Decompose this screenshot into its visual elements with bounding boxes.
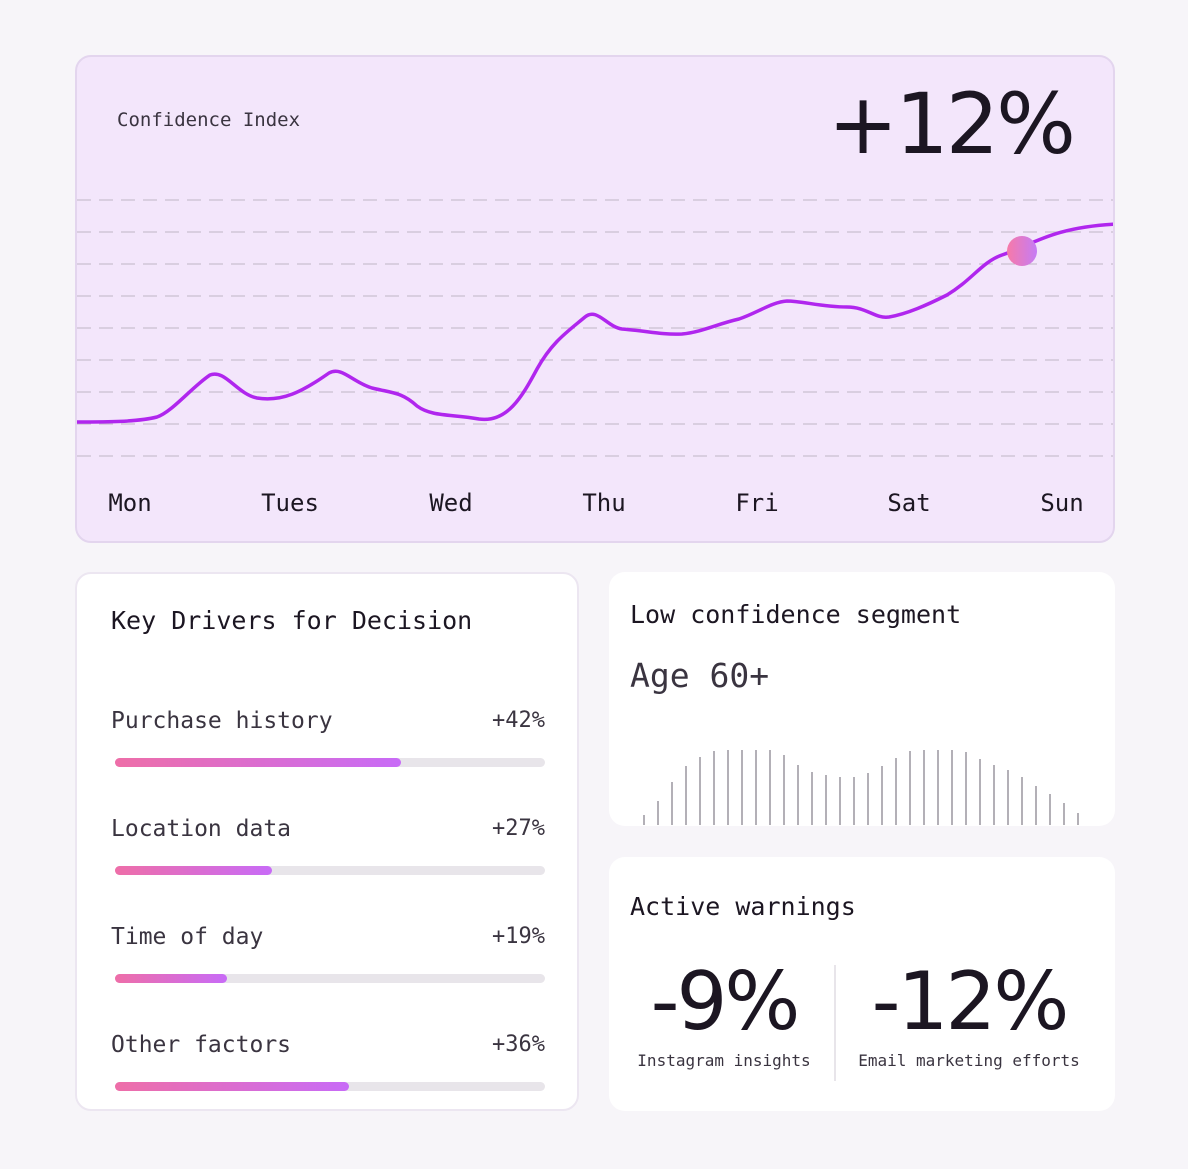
driver-progress-track (115, 866, 545, 875)
low-confidence-segment-card: Low confidence segment Age 60+ (609, 572, 1115, 826)
day-label: Tues (261, 489, 319, 517)
segment-value: Age 60+ (630, 656, 770, 695)
warning-metric-instagram: -9% Instagram insights (629, 955, 819, 1071)
warning-metric-value: -12% (871, 955, 1070, 1048)
day-label: Fri (735, 489, 779, 517)
confidence-line-chart (77, 199, 1113, 457)
segment-title: Low confidence segment (630, 600, 962, 629)
day-label: Thu (582, 489, 626, 517)
metric-divider (834, 965, 836, 1081)
day-label: Mon (108, 489, 152, 517)
day-label: Sat (887, 489, 931, 517)
driver-row-time-of-day: Time of day +19% (111, 924, 545, 994)
driver-value: +19% (492, 924, 545, 949)
driver-value: +42% (492, 708, 545, 733)
active-warnings-card: Active warnings -9% Instagram insights -… (609, 857, 1115, 1111)
key-drivers-card: Key Drivers for Decision Purchase histor… (75, 572, 579, 1111)
driver-value: +27% (492, 816, 545, 841)
driver-progress-fill (115, 974, 227, 983)
driver-progress-fill (115, 1082, 350, 1091)
driver-label: Purchase history (111, 708, 333, 734)
driver-value: +36% (492, 1032, 545, 1057)
driver-row-other-factors: Other factors +36% (111, 1032, 545, 1102)
day-label: Sun (1040, 489, 1084, 517)
driver-progress-track (115, 758, 545, 767)
confidence-change-value: +12% (827, 75, 1076, 173)
age-histogram (643, 750, 1079, 825)
confidence-index-title: Confidence Index (117, 109, 301, 131)
driver-label: Time of day (111, 924, 264, 950)
key-drivers-title: Key Drivers for Decision (111, 606, 473, 635)
driver-label: Other factors (111, 1032, 292, 1058)
driver-row-purchase-history: Purchase history +42% (111, 708, 545, 778)
warning-metric-email: -12% Email marketing efforts (849, 955, 1089, 1071)
driver-progress-track (115, 974, 545, 983)
driver-progress-track (115, 1082, 545, 1091)
driver-label: Location data (111, 816, 292, 842)
warning-metric-label: Email marketing efforts (858, 1051, 1080, 1070)
confidence-index-card: Confidence Index +12% Mon Tues Wed Thu F… (75, 55, 1115, 543)
driver-progress-fill (115, 758, 401, 767)
current-point-marker (1007, 236, 1037, 266)
warning-metric-label: Instagram insights (637, 1051, 811, 1070)
driver-row-location-data: Location data +27% (111, 816, 545, 886)
warning-metric-value: -9% (650, 955, 801, 1048)
day-axis: Mon Tues Wed Thu Fri Sat Sun (77, 489, 1113, 519)
day-label: Wed (429, 489, 473, 517)
confidence-trend-line (77, 222, 1113, 424)
warnings-title: Active warnings (630, 892, 856, 921)
driver-progress-fill (115, 866, 272, 875)
